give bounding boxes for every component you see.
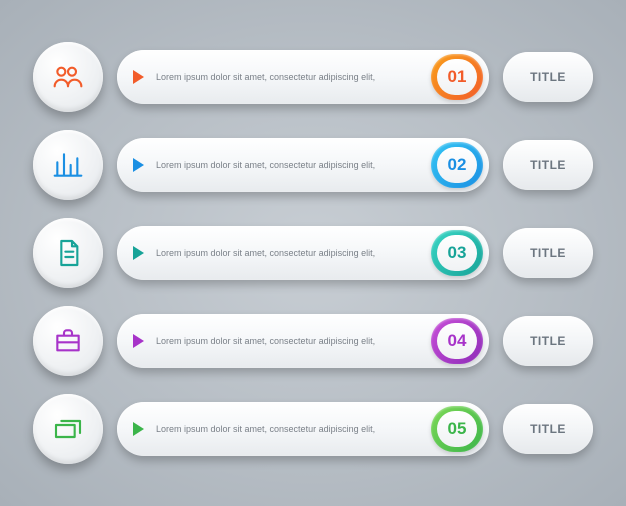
icon-circle <box>33 130 103 200</box>
play-icon <box>133 246 144 260</box>
description-text: Lorem ipsum dolor sit amet, consectetur … <box>156 247 431 259</box>
briefcase-icon <box>52 325 84 357</box>
icon-circle <box>33 394 103 464</box>
content-bar: Lorem ipsum dolor sit amet, consectetur … <box>117 402 489 456</box>
play-icon <box>133 422 144 436</box>
document-icon <box>52 237 84 269</box>
description-text: Lorem ipsum dolor sit amet, consectetur … <box>156 335 431 347</box>
number-cap: 02 <box>431 142 483 188</box>
number-cap: 04 <box>431 318 483 364</box>
infographic-list: Lorem ipsum dolor sit amet, consectetur … <box>33 42 593 464</box>
step-number: 05 <box>437 411 477 447</box>
infographic-row-2: Lorem ipsum dolor sit amet, consectetur … <box>33 130 593 200</box>
number-cap: 01 <box>431 54 483 100</box>
step-number: 04 <box>437 323 477 359</box>
people-icon <box>52 61 84 93</box>
title-pill: TITLE <box>503 140 593 190</box>
infographic-row-5: Lorem ipsum dolor sit amet, consectetur … <box>33 394 593 464</box>
number-cap: 05 <box>431 406 483 452</box>
step-number: 03 <box>437 235 477 271</box>
icon-circle <box>33 42 103 112</box>
step-number: 01 <box>437 59 477 95</box>
icon-circle <box>33 306 103 376</box>
title-pill: TITLE <box>503 228 593 278</box>
step-number: 02 <box>437 147 477 183</box>
content-bar: Lorem ipsum dolor sit amet, consectetur … <box>117 226 489 280</box>
content-bar: Lorem ipsum dolor sit amet, consectetur … <box>117 314 489 368</box>
description-text: Lorem ipsum dolor sit amet, consectetur … <box>156 71 431 83</box>
number-cap: 03 <box>431 230 483 276</box>
infographic-row-4: Lorem ipsum dolor sit amet, consectetur … <box>33 306 593 376</box>
description-text: Lorem ipsum dolor sit amet, consectetur … <box>156 159 431 171</box>
infographic-row-3: Lorem ipsum dolor sit amet, consectetur … <box>33 218 593 288</box>
play-icon <box>133 70 144 84</box>
bar-chart-icon <box>52 149 84 181</box>
content-bar: Lorem ipsum dolor sit amet, consectetur … <box>117 50 489 104</box>
title-pill: TITLE <box>503 52 593 102</box>
play-icon <box>133 158 144 172</box>
title-pill: TITLE <box>503 404 593 454</box>
cards-icon <box>52 413 84 445</box>
play-icon <box>133 334 144 348</box>
description-text: Lorem ipsum dolor sit amet, consectetur … <box>156 423 431 435</box>
title-pill: TITLE <box>503 316 593 366</box>
icon-circle <box>33 218 103 288</box>
content-bar: Lorem ipsum dolor sit amet, consectetur … <box>117 138 489 192</box>
infographic-row-1: Lorem ipsum dolor sit amet, consectetur … <box>33 42 593 112</box>
